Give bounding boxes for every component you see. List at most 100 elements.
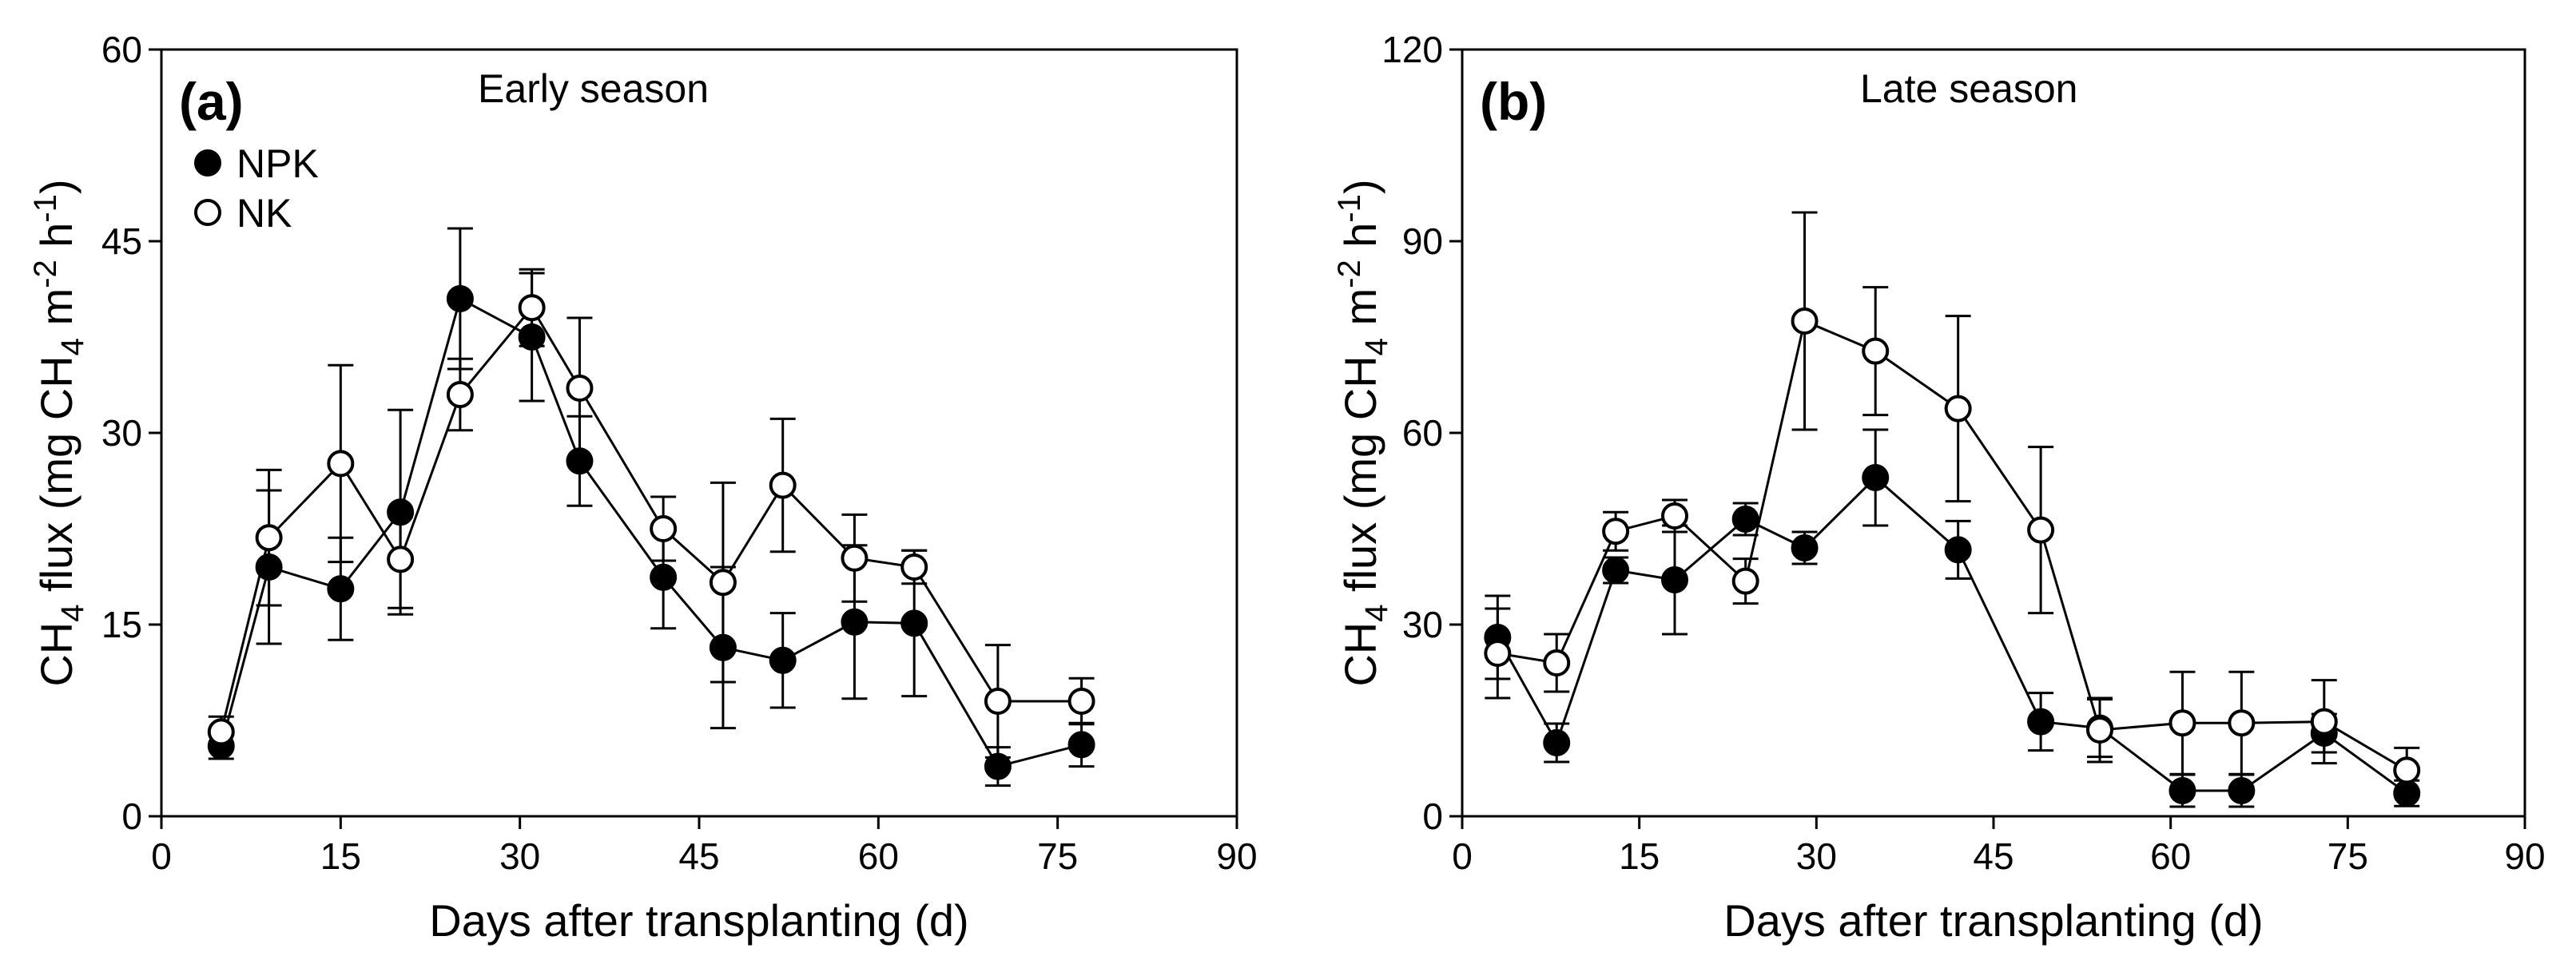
- y-axis-title-part: 4: [55, 338, 90, 355]
- data-point-nk: [255, 524, 283, 552]
- data-point-nk: [387, 545, 415, 573]
- data-point-npk: [1731, 506, 1759, 533]
- y-axis-title-part: h: [1335, 223, 1385, 260]
- data-point-npk: [1862, 464, 1890, 491]
- x-tick-label: 45: [1973, 835, 2013, 877]
- y-axis-title-part: 4: [55, 605, 90, 622]
- x-tick-label: 90: [1216, 835, 1257, 877]
- data-point-nk: [2393, 756, 2421, 784]
- data-point-npk: [1944, 536, 1972, 564]
- data-point-nk: [709, 569, 737, 597]
- data-point-nk: [1543, 649, 1571, 676]
- series-npk: [1484, 428, 2421, 808]
- x-axis-title: Days after transplanting (d): [1723, 895, 2263, 946]
- legend-label-npk: NPK: [237, 141, 319, 186]
- data-point-nk: [518, 294, 546, 322]
- y-axis-title: CH4 flux (mg CH4 m-2 h-1): [1332, 179, 1394, 686]
- data-point-npk: [327, 575, 355, 603]
- x-tick-label: 15: [1619, 835, 1660, 877]
- data-point-nk: [207, 718, 235, 746]
- y-axis-title-part: -2: [28, 260, 63, 288]
- data-point-nk: [1602, 518, 1630, 545]
- chart-panel-b: 0 15 30 45 60 75 90 0 30 60 90 120 Days after transp…: [1332, 29, 2546, 946]
- series-nk: [1484, 211, 2421, 794]
- y-axis-title-part: CH: [1335, 622, 1385, 687]
- y-axis-title-part: m: [1335, 288, 1385, 338]
- chart-panel-a: 0 15 30 45 60 75 90 0 15 30 45 60 Days after transpl…: [28, 29, 1258, 946]
- data-point-npk: [650, 563, 678, 591]
- y-tick-label: 60: [1402, 412, 1443, 454]
- data-point-nk: [900, 553, 928, 581]
- legend-marker-nk: [194, 199, 221, 226]
- x-tick-label: 60: [858, 835, 899, 877]
- x-tick-label: 0: [151, 835, 172, 877]
- x-axis-title: Days after transplanting (d): [429, 895, 968, 946]
- data-point-nk: [650, 515, 678, 542]
- data-point-nk: [841, 544, 869, 572]
- y-axis-title-part: -1: [1332, 194, 1367, 223]
- data-point-npk: [2027, 708, 2055, 736]
- y-axis-title-part: m: [31, 288, 81, 338]
- legend-marker-npk: [194, 149, 221, 177]
- data-point-nk: [446, 381, 474, 408]
- panel-label: (a): [179, 72, 244, 131]
- data-point-npk: [1791, 534, 1819, 561]
- data-point-nk: [566, 375, 594, 402]
- data-point-nk: [769, 471, 797, 499]
- x-tick-label: 45: [678, 835, 719, 877]
- data-point-nk: [327, 450, 355, 478]
- y-tick-label: 30: [101, 412, 142, 454]
- panel-label: (b): [1480, 72, 1547, 131]
- data-point-npk: [1661, 566, 1688, 593]
- data-point-nk: [1791, 307, 1819, 335]
- data-point-npk: [446, 285, 474, 312]
- data-point-nk: [2086, 716, 2113, 744]
- y-tick-label: 60: [101, 29, 142, 70]
- legend-label-nk: NK: [237, 191, 292, 236]
- y-axis-title-part: 4: [1359, 338, 1394, 355]
- y-axis-title-part: CH: [31, 622, 81, 687]
- series-line-npk: [1497, 475, 2408, 795]
- x-tick-label: 0: [1452, 835, 1473, 877]
- y-tick-label: 0: [1422, 795, 1443, 837]
- x-tick-label: 30: [1796, 835, 1837, 877]
- data-point-nk: [1484, 640, 1512, 667]
- y-tick-label: 30: [1402, 604, 1443, 645]
- data-point-npk: [841, 608, 869, 636]
- data-point-nk: [2169, 709, 2196, 737]
- x-tick-label: 60: [2150, 835, 2191, 877]
- x-tick-label: 75: [2328, 835, 2368, 877]
- y-axis-title-part: ): [31, 179, 81, 194]
- y-axis-title-part: -2: [1332, 260, 1367, 288]
- data-point-nk: [2228, 709, 2256, 737]
- season-title: Early season: [478, 66, 709, 111]
- y-axis-title: CH4 flux (mg CH4 m-2 h-1): [28, 179, 90, 686]
- data-point-npk: [2228, 777, 2256, 804]
- y-tick-label: 90: [1402, 220, 1443, 262]
- data-point-nk: [984, 688, 1012, 715]
- y-axis-title-part: ): [1335, 179, 1385, 194]
- y-tick-label: 15: [101, 604, 142, 645]
- y-axis-title-part: 4: [1359, 605, 1394, 622]
- x-tick-label: 90: [2504, 835, 2545, 877]
- data-point-nk: [2310, 708, 2338, 736]
- series-nk: [207, 268, 1095, 759]
- data-point-nk: [1067, 688, 1095, 715]
- y-axis-title-part: flux (mg CH: [31, 355, 81, 604]
- data-point-npk: [1543, 729, 1571, 756]
- data-point-npk: [2169, 777, 2196, 804]
- y-axis-title-part: -1: [28, 194, 63, 223]
- data-point-nk: [1661, 502, 1688, 530]
- legend: NPK NK: [194, 141, 319, 236]
- data-point-nk: [2027, 516, 2055, 544]
- data-point-npk: [1602, 557, 1630, 584]
- y-tick-label: 120: [1381, 29, 1443, 70]
- y-tick-label: 45: [101, 220, 142, 262]
- data-point-nk: [1731, 567, 1759, 595]
- x-tick-label: 30: [499, 835, 540, 877]
- season-title: Late season: [1860, 66, 2077, 111]
- y-tick-label: 0: [121, 795, 142, 837]
- x-tick-label: 15: [320, 835, 361, 877]
- y-axis-title-part: h: [31, 223, 81, 260]
